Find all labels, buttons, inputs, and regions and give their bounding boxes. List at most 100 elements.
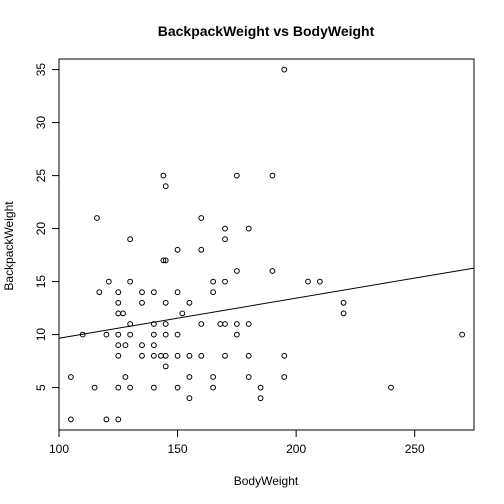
data-point <box>97 290 102 295</box>
y-tick-label: 5 <box>34 384 48 391</box>
x-tick-label: 150 <box>168 442 188 456</box>
data-point <box>151 290 156 295</box>
data-point <box>163 300 168 305</box>
data-point <box>128 385 133 390</box>
data-point <box>199 322 204 327</box>
data-point <box>68 417 73 422</box>
data-point <box>211 290 216 295</box>
data-point <box>223 237 228 242</box>
data-point <box>116 343 121 348</box>
data-point <box>258 385 263 390</box>
y-tick-label: 15 <box>34 275 48 289</box>
data-point <box>104 332 109 337</box>
data-point <box>180 311 185 316</box>
data-point <box>140 300 145 305</box>
data-point <box>151 353 156 358</box>
chart-title: BackpackWeight vs BodyWeight <box>158 23 375 39</box>
regression-line-layer <box>59 268 474 338</box>
data-point <box>187 375 192 380</box>
data-point <box>317 279 322 284</box>
data-point <box>223 353 228 358</box>
data-point <box>128 332 133 337</box>
data-point <box>92 385 97 390</box>
data-point <box>140 353 145 358</box>
data-point <box>211 385 216 390</box>
data-point <box>175 332 180 337</box>
y-tick-label: 25 <box>34 169 48 183</box>
data-point <box>282 353 287 358</box>
data-point <box>151 343 156 348</box>
data-point <box>161 173 166 178</box>
data-point <box>116 290 121 295</box>
data-point <box>223 279 228 284</box>
data-point <box>175 290 180 295</box>
y-tick-label: 10 <box>34 328 48 342</box>
data-point <box>140 343 145 348</box>
data-point <box>187 396 192 401</box>
data-point <box>270 173 275 178</box>
y-tick-label: 30 <box>34 116 48 130</box>
data-point <box>234 322 239 327</box>
data-point <box>211 375 216 380</box>
data-point <box>116 332 121 337</box>
data-point <box>121 311 126 316</box>
data-point <box>282 67 287 72</box>
x-tick-label: 100 <box>49 442 69 456</box>
data-point <box>116 353 121 358</box>
data-point <box>163 364 168 369</box>
y-tick-label: 35 <box>34 63 48 77</box>
data-point <box>175 385 180 390</box>
data-point <box>460 332 465 337</box>
data-point <box>282 375 287 380</box>
data-point <box>234 173 239 178</box>
data-point <box>128 279 133 284</box>
data-point <box>151 332 156 337</box>
data-point <box>123 375 128 380</box>
y-axis-label: BackpackWeight <box>2 201 16 291</box>
data-point <box>246 375 251 380</box>
data-point <box>68 375 73 380</box>
data-point <box>341 300 346 305</box>
data-point <box>106 279 111 284</box>
data-point <box>223 322 228 327</box>
data-point <box>123 343 128 348</box>
data-point <box>159 353 164 358</box>
data-point <box>341 311 346 316</box>
data-point <box>175 353 180 358</box>
data-point <box>187 353 192 358</box>
data-point <box>163 353 168 358</box>
regression-line <box>59 268 474 338</box>
x-tick-label: 250 <box>405 442 425 456</box>
x-tick-label: 200 <box>286 442 306 456</box>
data-point <box>163 322 168 327</box>
data-point <box>223 226 228 231</box>
y-axis: 5 10 15 20 25 30 35 <box>34 63 59 391</box>
data-point <box>218 322 223 327</box>
data-point <box>95 216 100 221</box>
data-point <box>163 332 168 337</box>
data-point <box>116 311 121 316</box>
data-point <box>199 247 204 252</box>
data-point <box>104 417 109 422</box>
data-point <box>246 353 251 358</box>
data-point <box>140 290 145 295</box>
x-axis: 100 150 200 250 <box>49 430 425 456</box>
data-point <box>116 417 121 422</box>
data-point <box>187 300 192 305</box>
data-point <box>128 237 133 242</box>
data-points <box>68 67 464 422</box>
data-point <box>151 385 156 390</box>
y-tick-label: 20 <box>34 222 48 236</box>
data-point <box>258 396 263 401</box>
data-point <box>175 247 180 252</box>
data-point <box>389 385 394 390</box>
data-point <box>246 226 251 231</box>
data-point <box>163 184 168 189</box>
x-axis-label: BodyWeight <box>234 474 299 488</box>
data-point <box>234 332 239 337</box>
data-point <box>306 279 311 284</box>
data-point <box>199 353 204 358</box>
data-point <box>211 279 216 284</box>
data-point <box>116 300 121 305</box>
